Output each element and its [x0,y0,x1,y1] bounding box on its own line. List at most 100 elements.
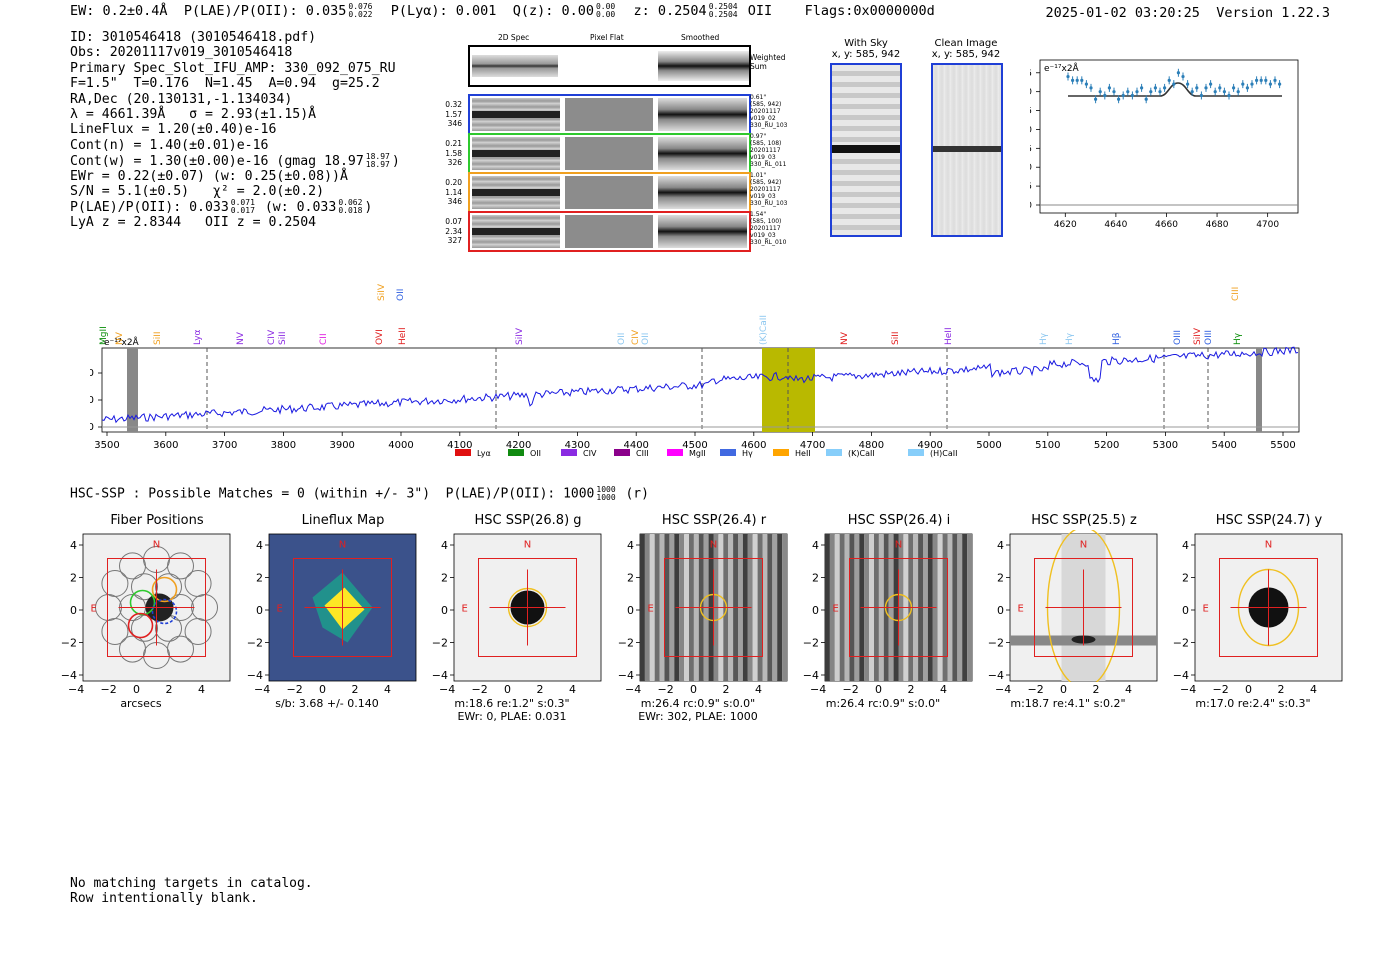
weighted-sum-label: Weighted Sum [750,53,786,71]
thumb-ytick-label: −2 [247,637,263,650]
zoom-point [1117,97,1121,101]
z-label: z: [633,3,650,19]
thumb-xtick-label: 4 [569,683,576,696]
emission-line-label: SiIV [1193,327,1203,345]
search-box [478,558,577,657]
north-label: N [339,540,346,551]
row-note-value: v019_03 [750,154,776,161]
emission-line-label: SiIV [515,327,525,345]
zoom-point [1107,86,1111,90]
emission-line-label: CIV [631,329,641,345]
zoom-point [1227,93,1231,98]
hsc-lo: 1000 [596,493,616,502]
zoom-point [1218,86,1222,90]
thumb-xtick-label: −2 [286,683,303,696]
plae-oii-lo: 0.022 [348,10,373,19]
info-radec: RA,Dec (20.130131,-1.134034) [70,91,293,107]
qz-hi: 0.00 [595,2,616,11]
plae-oii-label: P(LAE)/P(OII): [183,3,298,19]
thumb-xtick-label: −2 [657,683,674,696]
summary-header: EW: 0.2±0.4Å P(LAE)/P(OII): 0.035 0.076 0.… [70,2,935,20]
row-note-value: v019_02 [750,115,776,122]
thumb-image: N E 4 2 0 −2 −4 [247,533,417,682]
thumb-caption-secondary: EWr: 302, PLAE: 1000 [638,710,758,723]
legend-swatch [773,449,789,456]
thumb-xtick-label: 2 [165,683,173,696]
row-note-value: 1.01" [750,172,767,179]
legend-label: (H)CaII [930,449,957,458]
zoom-point [1080,78,1084,82]
east-label: E [277,604,283,615]
hsc-hi: 1000 [596,485,616,494]
zoom-point [1071,78,1075,82]
hsc-match-line: HSC-SSP : Possible Matches = 0 (within +… [70,486,649,502]
plae-a-range: 0.071 0.017 [231,199,255,215]
zoom-point [1075,78,1079,82]
zoom-point [1264,78,1268,82]
emission-line-label: SiII [891,331,901,345]
plae-oii-range: 0.076 0.022 [348,3,372,19]
thumb-xtick-label: 0 [1245,683,1252,696]
zoom-point [1126,90,1130,94]
thumb-xtick-label: 0 [875,683,882,696]
thumb-xtick-label: 4 [755,683,762,696]
plae-b-hi: 0.062 [338,198,363,208]
row-note-value: 20201117 [750,147,781,154]
info-plae-b: (w: 0.033 [264,200,337,216]
north-label: N [710,540,717,551]
stripe-artifact [752,534,758,681]
row-note: 0.97" (585, 108) 20201117 v019_03 330_RL_011 [750,133,786,168]
emission-line-label: CIV [267,329,277,345]
full-xtick-label: 5500 [1270,440,1295,451]
full-xtick-label: 4400 [623,440,648,451]
spec2d-row-box [468,172,751,213]
info-plae-row: P(LAE)/P(OII): 0.033 0.071 0.017 (w: 0.033… [70,198,373,216]
east-label: E [833,604,839,615]
zoom-frame [1039,59,1299,214]
north-label: N [1080,540,1087,551]
full-xtick-label: 4000 [388,440,413,451]
with-sky-header: With Sky x, y: 585, 942 [826,38,906,60]
zoom-point [1181,74,1185,79]
full-xtick-label: 3500 [94,440,119,451]
search-box [1034,558,1133,657]
contw-lo: 18.97 [365,160,390,170]
thumb-xtick-label: 0 [133,683,140,696]
catalog-line-1: No matching targets in catalog. [70,876,313,891]
z-line: OII [747,3,773,19]
stripe-artifact [844,534,850,681]
contw-range: 18.97 18.97 [366,153,390,169]
full-xticks: 3500 3600 3700 3800 3900 4000 4100 4200 4300 4400… [94,432,1296,451]
zoom-point [1112,90,1116,94]
zoom-data-points [1066,68,1282,104]
thumb-xtick-label: −2 [1027,683,1044,696]
row-note: 0.61" (585, 942) 20201117 v019_02 330_RU_103 [750,94,787,129]
full-xtick-label: 3800 [271,440,296,451]
zoom-point [1167,78,1171,82]
zoom-point [1268,82,1272,86]
thumb-xtick-label: 0 [504,683,511,696]
zoom-point [1144,97,1148,101]
zoom-unit-label: e⁻¹⁷x2Å [1044,62,1080,74]
full-xtick-label: 3600 [153,440,178,451]
stripe-artifact [854,534,860,681]
info-lya-z: LyA z = 2.8344 OII z = 0.2504 [70,214,317,230]
flags-value: Flags:0x0000000d [804,3,935,19]
spec2d-row-box [468,211,751,252]
row-note-value: (585, 108) [750,140,782,147]
row-note-value: 330_RL_011 [750,161,787,168]
fiber-highlight-blue [151,598,178,625]
thumb-xtick-label: 0 [1060,683,1067,696]
thumb-xtick-label: 2 [351,683,359,696]
search-box [293,558,392,657]
with-sky-coords: x, y: 585, 942 [831,49,901,60]
plya-value: P(Lyα): 0.001 [390,3,497,19]
zoom-ytick-label: 20 [1030,125,1032,135]
z-range: 0.2504 0.2504 [709,3,738,19]
zoom-point [1195,86,1199,90]
thumb-image: N E 4 2 0 −2 −4 [803,533,973,682]
weighted-sum-smooth [658,51,749,81]
search-box [849,558,948,657]
zoom-point [1163,86,1167,90]
